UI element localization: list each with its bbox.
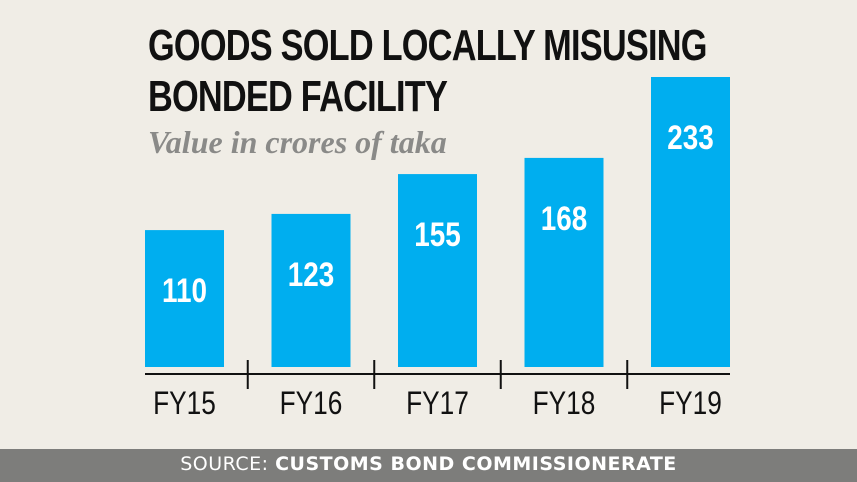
source-label: SOURCE: <box>180 453 276 475</box>
chart-canvas: GOODS SOLD LOCALLY MISUSING BONDED FACIL… <box>145 21 730 422</box>
chart-title-line-1: GOODS SOLD LOCALLY MISUSING <box>148 21 707 70</box>
data-label: 168 <box>541 199 588 237</box>
data-label: 155 <box>414 215 461 253</box>
bar-fy19 <box>651 77 730 367</box>
x-tick-label: FY16 <box>280 387 343 422</box>
bar-fy15 <box>145 230 224 367</box>
x-tick-label: FY18 <box>533 387 596 422</box>
x-tick-label: FY17 <box>406 387 469 422</box>
bar-fy17 <box>398 174 477 367</box>
bar-fy18 <box>524 157 604 367</box>
x-tick-label: FY19 <box>659 387 722 422</box>
chart-title-line-2: BONDED FACILITY <box>148 72 448 121</box>
x-tick-label: FY15 <box>153 387 216 422</box>
bar-chart: 110 FY15 123 FY16 155 FY17 168 FY18 233 FY19 <box>145 77 730 422</box>
bar-fy16 <box>271 213 351 367</box>
data-label: 110 <box>162 271 207 309</box>
source-footer: SOURCE: CUSTOMS BOND COMMISSIONERATE <box>0 449 857 482</box>
data-label: 233 <box>667 118 714 156</box>
data-label: 123 <box>288 255 335 293</box>
source-value: CUSTOMS BOND COMMISSIONERATE <box>275 453 677 475</box>
chart-subtitle: Value in crores of taka <box>148 124 447 160</box>
